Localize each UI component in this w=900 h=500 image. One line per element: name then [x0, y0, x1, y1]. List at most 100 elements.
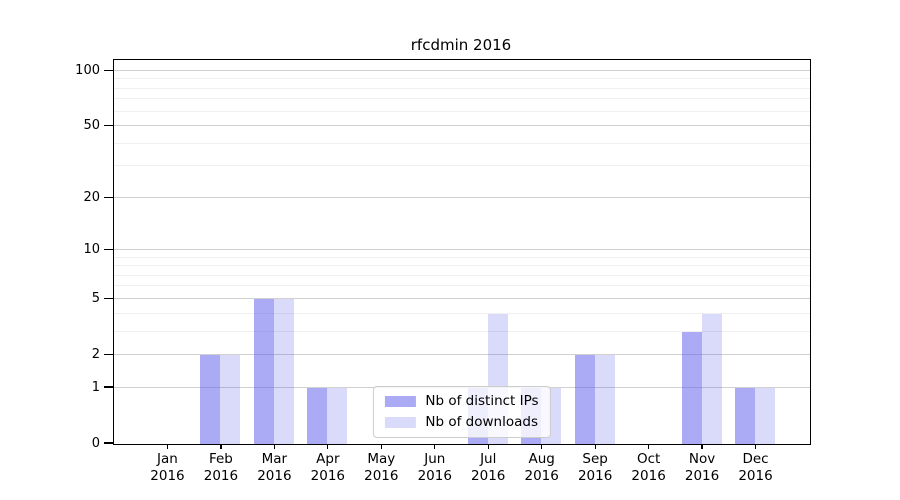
y-tick-mark-10: [104, 248, 113, 251]
chart-title: rfcdmin 2016: [410, 36, 512, 54]
x-tick-label-nov: Nov 2016: [662, 451, 742, 485]
bar-downloads-dec: [755, 387, 776, 444]
y-tick-label-10: 10: [83, 241, 100, 257]
gridline-major-100: [113, 69, 810, 71]
bar-downloads-sep: [594, 354, 615, 444]
y-tick-label-50: 50: [83, 118, 100, 134]
y-tick-mark-0: [104, 442, 113, 444]
x-tick-year: 2016: [738, 468, 773, 484]
bar-downloads-apr: [327, 387, 348, 444]
x-tick-label-jul: Jul 2016: [448, 451, 528, 485]
gridline-minor-30: [113, 165, 810, 167]
x-tick-label-sep: Sep 2016: [555, 451, 635, 485]
x-tick-label-dec: Dec 2016: [716, 451, 796, 485]
gridline-minor-80: [113, 87, 810, 89]
x-tick-month: Jan: [157, 451, 178, 467]
x-tick-label-jan: Jan 2016: [127, 451, 207, 485]
x-tick-month: Sep: [582, 451, 608, 467]
x-tick-month: May: [367, 451, 396, 467]
x-tick-mark-dec: [754, 444, 757, 449]
gridline-minor-8: [113, 265, 810, 267]
x-tick-month: Jun: [424, 451, 446, 467]
gridline-minor-70: [113, 98, 810, 100]
gridline-major-10: [113, 248, 810, 250]
y-tick-mark-50: [104, 124, 113, 127]
legend-swatch-icon: [384, 395, 416, 407]
x-tick-year: 2016: [417, 468, 452, 484]
y-tick-label-1: 1: [91, 379, 100, 395]
bar-distinct-ips-sep: [574, 354, 595, 444]
y-tick-label-20: 20: [83, 189, 100, 205]
x-tick-mark-jun: [434, 444, 436, 449]
legend-label: Nb of distinct IPs: [425, 393, 539, 409]
x-tick-month: Oct: [636, 451, 661, 467]
x-tick-month: Aug: [528, 451, 555, 467]
x-tick-mark-mar: [273, 444, 276, 449]
bar-distinct-ips-mar: [253, 298, 274, 444]
x-tick-label-aug: Aug 2016: [502, 451, 582, 485]
x-tick-month: Jul: [480, 451, 497, 467]
y-tick-mark-5: [104, 297, 113, 300]
x-tick-mark-may: [380, 444, 382, 449]
x-tick-mark-oct: [647, 444, 650, 449]
x-tick-year: 2016: [524, 468, 559, 484]
x-tick-year: 2016: [684, 468, 720, 484]
gridline-major-5: [113, 297, 810, 299]
x-tick-label-jun: Jun 2016: [395, 451, 475, 485]
x-tick-label-may: May 2016: [341, 451, 421, 485]
x-tick-year: 2016: [150, 468, 185, 484]
x-tick-year: 2016: [203, 468, 239, 484]
x-tick-year: 2016: [257, 468, 292, 484]
y-tick-mark-2: [104, 353, 113, 355]
x-tick-month: Dec: [742, 451, 769, 467]
x-tick-mark-jul: [487, 444, 489, 449]
legend-label: Nb of downloads: [425, 414, 538, 430]
x-tick-label-oct: Oct 2016: [609, 451, 689, 485]
gridline-minor-40: [113, 142, 810, 144]
x-tick-year: 2016: [577, 468, 613, 484]
bar-downloads-nov: [701, 313, 722, 444]
gridline-minor-7: [113, 274, 810, 276]
gridline-major-2: [113, 353, 810, 355]
bar-downloads-mar: [273, 298, 294, 444]
x-tick-mark-aug: [541, 444, 543, 449]
bar-distinct-ips-apr: [307, 387, 328, 444]
y-tick-mark-100: [104, 69, 113, 72]
y-tick-label-100: 100: [75, 62, 100, 78]
x-tick-mark-sep: [594, 444, 596, 449]
gridline-minor-6: [113, 285, 810, 287]
plot-area: Nb of distinct IPs Nb of downloads: [112, 58, 811, 445]
x-tick-month: Apr: [316, 451, 340, 467]
x-tick-label-apr: Apr 2016: [288, 451, 368, 485]
x-tick-mark-apr: [327, 444, 329, 449]
x-tick-mark-jan: [166, 444, 169, 449]
gridline-minor-90: [113, 78, 810, 80]
bar-distinct-ips-feb: [200, 354, 221, 444]
legend-item-distinct-ips: Nb of distinct IPs: [384, 393, 539, 410]
bar-distinct-ips-dec: [735, 387, 756, 444]
gridline-minor-9: [113, 256, 810, 258]
gridline-minor-4: [113, 312, 810, 314]
y-tick-mark-20: [104, 196, 113, 198]
legend: Nb of distinct IPs Nb of downloads: [372, 385, 551, 438]
x-tick-year: 2016: [631, 468, 666, 484]
x-tick-mark-nov: [701, 444, 703, 449]
x-tick-month: Mar: [261, 451, 288, 467]
x-tick-label-mar: Mar 2016: [234, 451, 314, 485]
x-tick-year: 2016: [471, 468, 506, 484]
x-tick-month: Feb: [208, 451, 233, 467]
x-tick-year: 2016: [364, 468, 399, 484]
x-tick-month: Nov: [688, 451, 716, 467]
gridline-major-50: [113, 125, 810, 127]
bar-downloads-feb: [220, 354, 241, 444]
y-tick-label-0: 0: [91, 435, 100, 451]
y-tick-label-2: 2: [91, 346, 100, 362]
y-tick-mark-1: [104, 386, 113, 388]
x-tick-year: 2016: [310, 468, 346, 484]
gridline-major-20: [113, 196, 810, 198]
x-tick-label-feb: Feb 2016: [181, 451, 261, 485]
x-tick-mark-feb: [220, 444, 222, 449]
bar-distinct-ips-nov: [681, 331, 702, 444]
gridline-minor-3: [113, 330, 810, 332]
